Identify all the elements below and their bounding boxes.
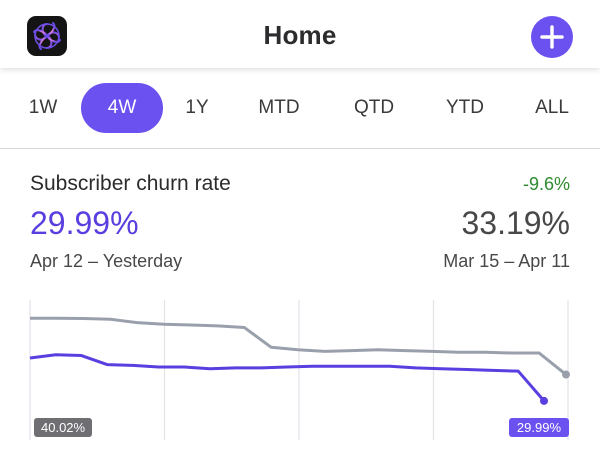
churn-line-chart[interactable] <box>0 290 600 445</box>
add-button[interactable] <box>531 16 573 58</box>
previous-date-range: Mar 15 – Apr 11 <box>443 251 570 271</box>
page-title: Home <box>263 20 337 50</box>
tab-ytd[interactable]: YTD <box>446 97 484 118</box>
tab-all[interactable]: ALL <box>535 97 569 118</box>
metric-title: Subscriber churn rate <box>30 172 231 195</box>
metric-change: -9.6% <box>522 174 570 194</box>
current-series-line <box>29 353 546 402</box>
tab-mtd[interactable]: MTD <box>258 97 300 118</box>
chart-end-label: 29.99% <box>508 418 569 437</box>
app-header: Home <box>0 0 600 68</box>
plus-icon <box>540 25 564 49</box>
metric-current-value: 29.99% <box>30 205 139 241</box>
current-series-end-point <box>540 396 548 405</box>
previous-series-end-point <box>562 370 570 379</box>
tab-1w[interactable]: 1W <box>28 97 58 118</box>
tab-4w[interactable]: 4W <box>81 83 163 133</box>
metric-previous-value: 33.19% <box>461 205 570 241</box>
date-range-tabs: 1W 4W 1Y MTD QTD YTD ALL <box>0 83 600 133</box>
spiral-logo-icon[interactable] <box>27 16 67 56</box>
tab-qtd[interactable]: QTD <box>353 97 395 118</box>
chart-start-label: 40.02% <box>34 418 93 437</box>
divider <box>0 148 600 149</box>
previous-series-line <box>30 316 567 376</box>
current-date-range: Apr 12 – Yesterday <box>30 251 183 271</box>
tab-1y[interactable]: 1Y <box>185 97 209 118</box>
